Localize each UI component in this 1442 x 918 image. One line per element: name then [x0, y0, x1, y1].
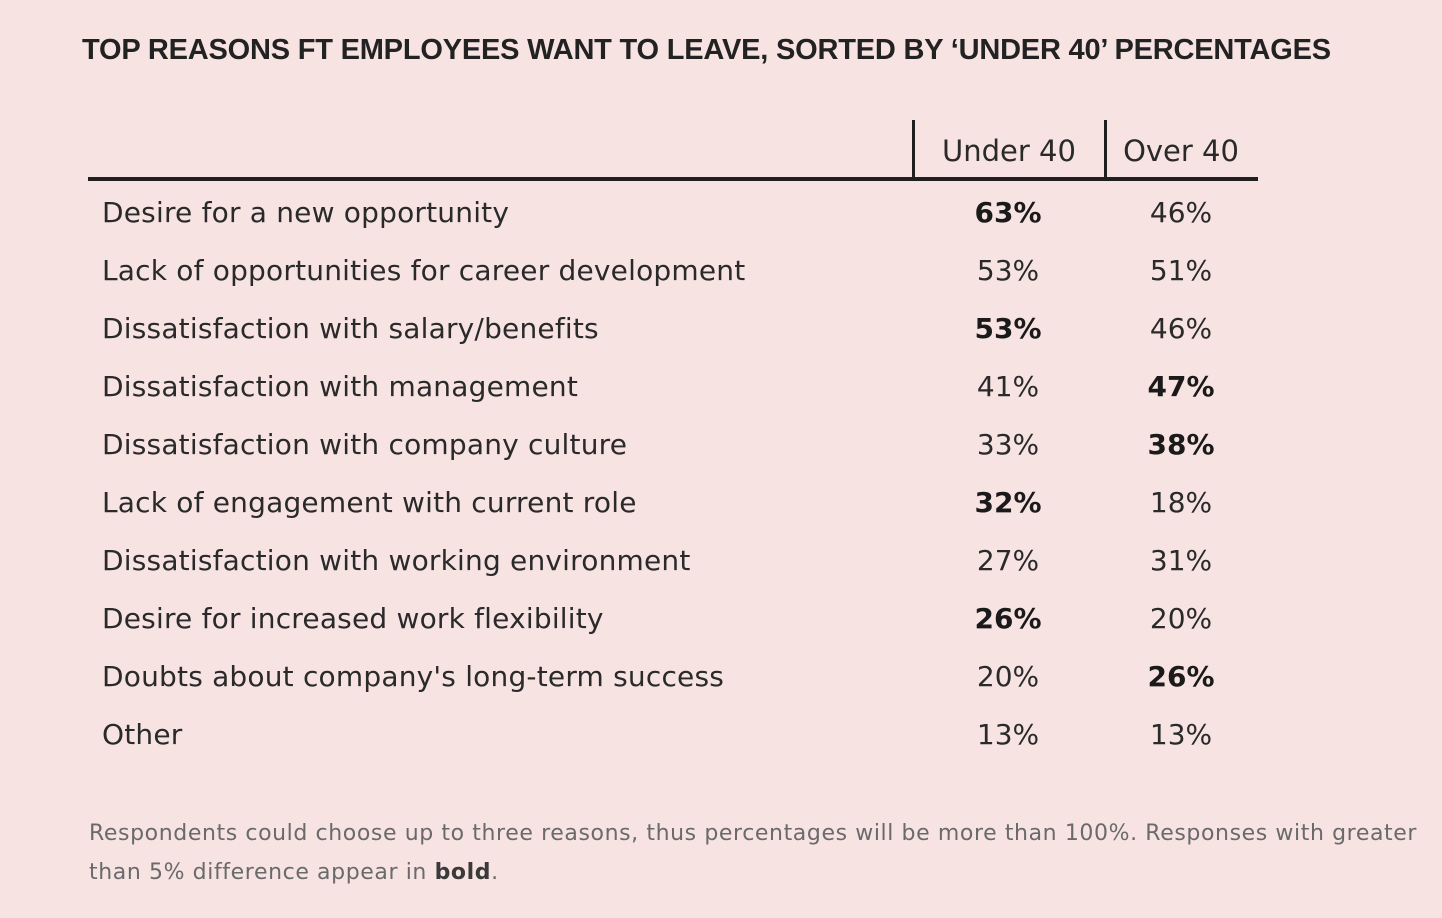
- table-row: Desire for a new opportunity 63% 46%: [88, 181, 1258, 239]
- table-row: Other 13% 13%: [88, 703, 1258, 761]
- row-value-under40: 27%: [976, 544, 1040, 577]
- table-row: Dissatisfaction with management 41% 47%: [88, 355, 1258, 413]
- row-reason-label: Lack of engagement with current role: [102, 486, 637, 519]
- table-row: Doubts about company's long-term success…: [88, 645, 1258, 703]
- reasons-table: Under 40 Over 40 Desire for a new opport…: [88, 120, 1258, 761]
- row-value-over40: 18%: [1149, 486, 1213, 519]
- column-divider-under40: [912, 120, 915, 177]
- row-value-under40: 53%: [976, 254, 1040, 287]
- table-row: Lack of opportunities for career develop…: [88, 239, 1258, 297]
- table-header: Under 40 Over 40: [88, 120, 1258, 177]
- row-value-over40: 31%: [1149, 544, 1213, 577]
- footnote-text: Respondents could choose up to three rea…: [89, 821, 1418, 885]
- table-row: Lack of engagement with current role 32% 1…: [88, 471, 1258, 529]
- row-value-over40: 46%: [1149, 312, 1213, 345]
- row-value-over40: 26%: [1147, 660, 1215, 693]
- row-value-over40: 13%: [1149, 718, 1213, 751]
- table-body: Desire for a new opportunity 63% 46% Lack o…: [88, 181, 1258, 761]
- row-reason-label: Desire for a new opportunity: [102, 196, 510, 229]
- footnote: Respondents could choose up to three rea…: [89, 814, 1419, 892]
- row-value-under40: 13%: [976, 718, 1040, 751]
- row-value-over40: 20%: [1149, 602, 1213, 635]
- row-reason-label: Doubts about company's long-term success: [102, 660, 725, 693]
- chart-title: TOP REASONS FT EMPLOYEES WANT TO LEAVE, …: [82, 34, 1331, 66]
- row-reason-label: Dissatisfaction with company culture: [102, 428, 628, 461]
- table-row: Dissatisfaction with salary/benefits 53% 4…: [88, 297, 1258, 355]
- row-value-over40: 38%: [1147, 428, 1215, 461]
- row-reason-label: Other: [102, 718, 183, 751]
- table-row: Dissatisfaction with company culture 33% 3…: [88, 413, 1258, 471]
- row-value-under40: 32%: [974, 486, 1042, 519]
- row-reason-label: Dissatisfaction with salary/benefits: [102, 312, 599, 345]
- row-value-over40: 47%: [1147, 370, 1215, 403]
- row-value-under40: 20%: [976, 660, 1040, 693]
- row-reason-label: Dissatisfaction with management: [102, 370, 579, 403]
- table-row: Desire for increased work flexibility 26%…: [88, 587, 1258, 645]
- row-reason-label: Desire for increased work flexibility: [102, 602, 604, 635]
- row-value-over40: 51%: [1149, 254, 1213, 287]
- column-divider-over40: [1104, 120, 1107, 177]
- row-reason-label: Dissatisfaction with working environment: [102, 544, 691, 577]
- header-rule: [88, 177, 1258, 181]
- row-reason-label: Lack of opportunities for career develop…: [102, 254, 746, 287]
- column-header-under40: Under 40: [942, 134, 1076, 168]
- row-value-under40: 26%: [974, 602, 1042, 635]
- row-value-under40: 33%: [976, 428, 1040, 461]
- row-value-under40: 53%: [974, 312, 1042, 345]
- table-row: Dissatisfaction with working environment…: [88, 529, 1258, 587]
- footnote-end: .: [491, 860, 499, 885]
- row-value-under40: 41%: [976, 370, 1040, 403]
- column-header-over40: Over 40: [1123, 134, 1239, 168]
- footnote-bold-word: bold: [434, 860, 492, 885]
- row-value-over40: 46%: [1149, 196, 1213, 229]
- row-value-under40: 63%: [974, 196, 1042, 229]
